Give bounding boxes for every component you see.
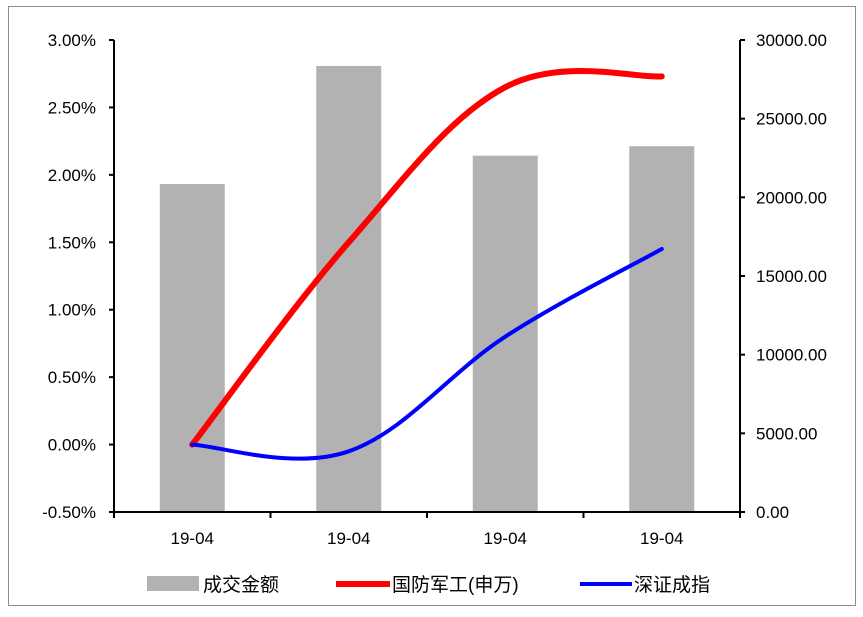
left-tick-label-7: -0.50% bbox=[42, 503, 96, 522]
right-tick-label-6: 0.00 bbox=[756, 503, 789, 522]
bar-3 bbox=[629, 146, 695, 512]
line-series-0 bbox=[189, 68, 665, 448]
left-tick-label-0: 3.00% bbox=[48, 31, 96, 50]
x-tick-label-0: 19-04 bbox=[171, 529, 214, 548]
left-tick-label-1: 2.50% bbox=[48, 98, 96, 117]
right-tick-label-1: 25000.00 bbox=[756, 110, 827, 129]
x-tick-label-2: 19-04 bbox=[484, 529, 527, 548]
bar-0 bbox=[159, 183, 225, 512]
bar-2 bbox=[472, 155, 538, 512]
x-tick-label-3: 19-04 bbox=[640, 529, 683, 548]
right-tick-label-0: 30000.00 bbox=[756, 31, 827, 50]
line-series-1 bbox=[190, 247, 664, 461]
left-tick-label-6: 0.00% bbox=[48, 436, 96, 455]
left-tick-label-4: 1.00% bbox=[48, 301, 96, 320]
left-tick-label-5: 0.50% bbox=[48, 368, 96, 387]
legend-label-2: 深证成指 bbox=[634, 574, 710, 596]
right-tick-label-2: 20000.00 bbox=[756, 188, 827, 207]
right-tick-label-5: 5000.00 bbox=[756, 424, 817, 443]
bar-1 bbox=[316, 65, 382, 513]
right-tick-label-3: 15000.00 bbox=[756, 267, 827, 286]
x-tick-label-1: 19-04 bbox=[327, 529, 370, 548]
legend-label-0: 成交金额 bbox=[203, 574, 279, 596]
chart-frame bbox=[8, 6, 856, 606]
legend-label-1: 国防军工(申万) bbox=[392, 574, 519, 596]
left-tick-label-3: 1.50% bbox=[48, 233, 96, 252]
right-tick-label-4: 10000.00 bbox=[756, 346, 827, 365]
legend-swatch-0 bbox=[147, 576, 199, 591]
left-tick-label-2: 2.00% bbox=[48, 166, 96, 185]
